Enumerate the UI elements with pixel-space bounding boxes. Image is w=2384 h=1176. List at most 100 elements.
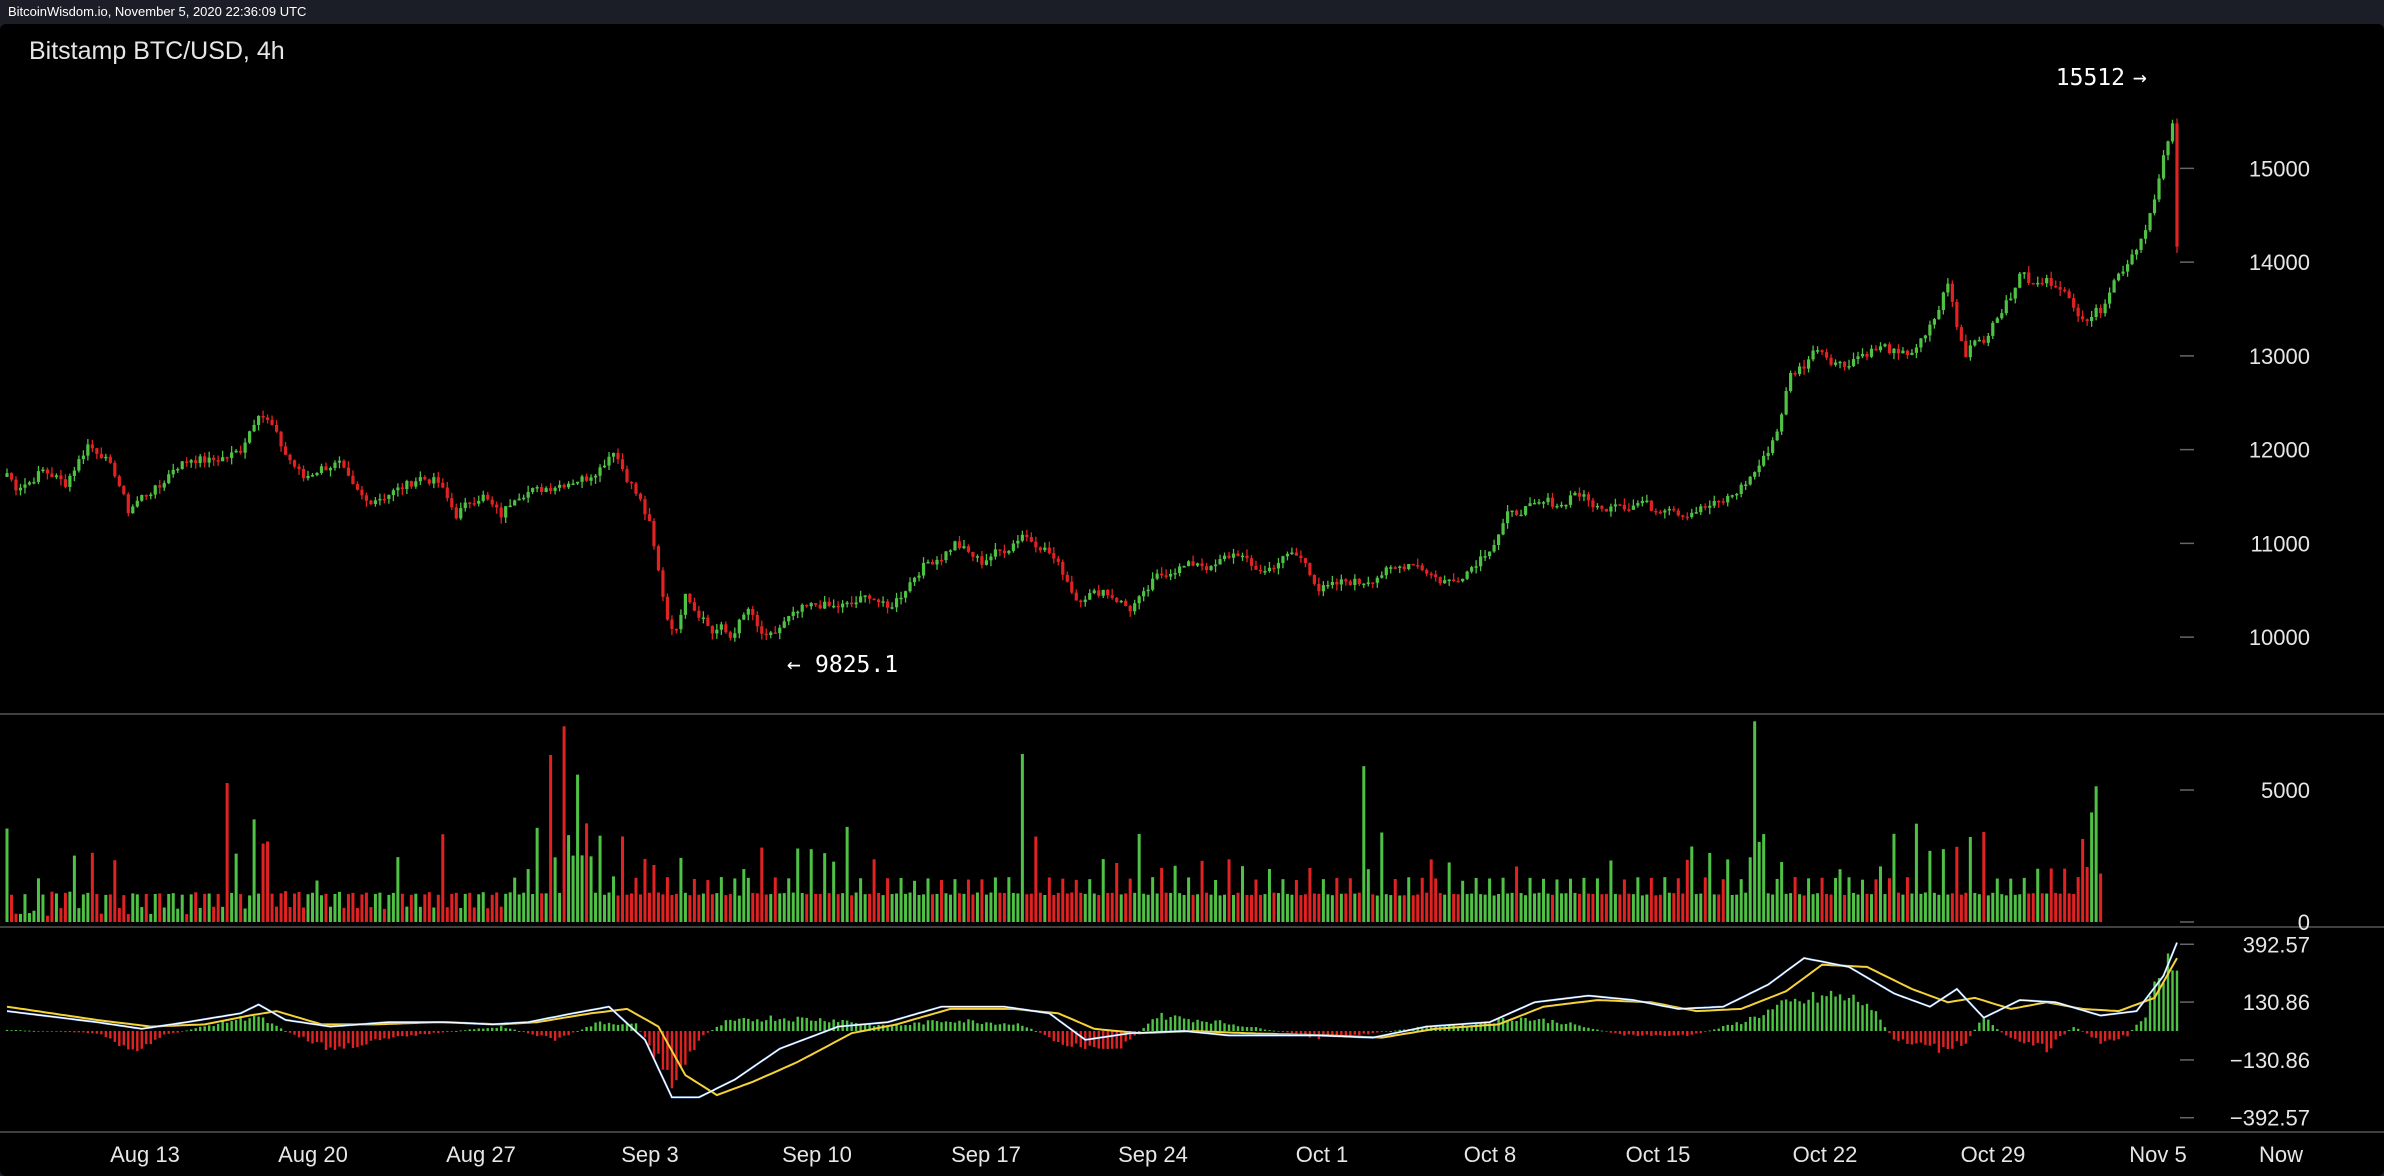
candle-body [1685,516,1689,519]
macd-bar [1753,1016,1756,1031]
candle-body [1488,551,1492,557]
candle-body [2036,282,2040,285]
macd-bar [553,1031,557,1041]
macd-bar [1578,1025,1581,1031]
volume-bar [939,880,943,922]
macd-bar [940,1022,943,1031]
macd-bar [688,1031,692,1052]
candle-body [1209,566,1213,570]
macd-bar [2009,1031,2012,1038]
macd-bar [441,1031,444,1033]
macd-bar [1191,1022,1195,1031]
candle-body [1937,309,1941,320]
volume-bar [122,895,126,922]
candle-body [369,500,373,505]
candle-body [1851,359,1856,367]
volume-bar [737,895,741,922]
candle-body [1721,501,1725,503]
macd-bar [1735,1022,1738,1031]
volume-bar [957,893,961,922]
candle-body [248,431,252,443]
volume-bar [1007,877,1011,922]
macd-bar [549,1031,552,1039]
macd-bar [1888,1031,1891,1034]
candle-body [1550,497,1555,507]
volume-bar [1946,894,1950,922]
y-tick-label: 11000 [2250,531,2310,556]
volume-bar [845,826,849,922]
candle-body [1537,502,1541,504]
macd-bar [2090,1031,2093,1038]
macd-bar [2099,1031,2102,1044]
volume-bar [746,877,750,922]
macd-bar [136,1031,139,1052]
candle-body [2004,300,2008,314]
macd-bar [733,1020,737,1031]
macd-bar [1677,1031,1680,1036]
macd-bar [450,1031,453,1032]
volume-bar [567,835,571,922]
candle-body [504,506,508,518]
candle-body [122,486,126,495]
y-tick-label: 5000 [2261,778,2310,803]
volume-bar [50,891,54,922]
candle-body [818,604,822,609]
volume-bar [522,892,526,922]
candle-body [1636,503,1640,506]
macd-bar [1182,1018,1186,1031]
macd-bar [1879,1019,1882,1031]
macd-bar [1030,1028,1033,1031]
candle-body [1640,500,1644,504]
candle-body [270,419,274,425]
volume-bar [724,895,728,922]
candle-body [63,479,68,487]
volume-bar [787,878,791,922]
candle-body [355,484,360,490]
volume-bar [917,894,921,922]
source-header: BitcoinWisdom.io, November 5, 2020 22:36… [0,0,2384,24]
macd-bar [163,1031,166,1035]
candle-body [800,604,804,612]
volume-bar [1393,879,1397,922]
volume-bar [445,907,449,922]
candle-body [1272,567,1276,570]
macd-bar [935,1021,939,1031]
volume-bar [5,828,9,922]
candle-body [2013,287,2017,299]
price-candles [5,118,2179,642]
volume-bar [1398,895,1402,922]
macd-bar [1605,1031,1608,1032]
volume-bar [1726,859,1730,922]
volume-bar [966,879,970,922]
volume-bar [144,893,148,922]
candle-body [1106,589,1110,596]
volume-bar [481,892,485,922]
macd-bar [315,1031,319,1043]
macd-bar [1052,1031,1056,1042]
y-tick-label: 12000 [2249,438,2310,463]
volume-bar [32,910,36,922]
candle-body [1739,484,1743,494]
candle-body [1281,556,1285,564]
candle-body [1285,553,1290,557]
volume-bar [378,892,382,922]
candle-body [2157,178,2161,200]
macd-bar [715,1026,719,1031]
candle-body [463,502,467,509]
candle-body [324,466,328,471]
volume-bar [742,869,746,922]
candle-body [773,632,777,634]
macd-bar [895,1025,898,1031]
volume-bar [2085,867,2089,922]
macd-bar [823,1021,826,1031]
candle-body [2018,273,2022,288]
macd-bar [661,1031,665,1070]
candle-body [841,603,845,608]
candle-body [1631,505,1635,510]
candle-body [27,482,32,485]
macd-bar [113,1031,117,1042]
candle-body [1528,503,1532,507]
candle-body [2161,155,2166,179]
candle-body [1321,585,1325,592]
macd-bar [2072,1027,2075,1031]
